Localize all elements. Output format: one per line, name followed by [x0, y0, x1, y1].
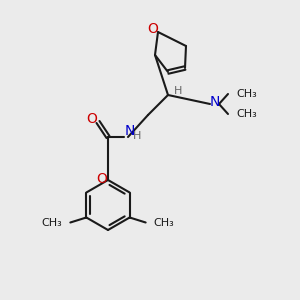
Text: O: O [97, 172, 107, 186]
Text: N: N [125, 124, 135, 138]
Text: CH₃: CH₃ [154, 218, 174, 227]
Text: H: H [133, 131, 141, 141]
Text: O: O [148, 22, 158, 36]
Text: N: N [210, 95, 220, 109]
Text: H: H [174, 86, 182, 96]
Text: CH₃: CH₃ [42, 218, 62, 227]
Text: CH₃: CH₃ [236, 89, 257, 99]
Text: CH₃: CH₃ [236, 109, 257, 119]
Text: O: O [87, 112, 98, 126]
